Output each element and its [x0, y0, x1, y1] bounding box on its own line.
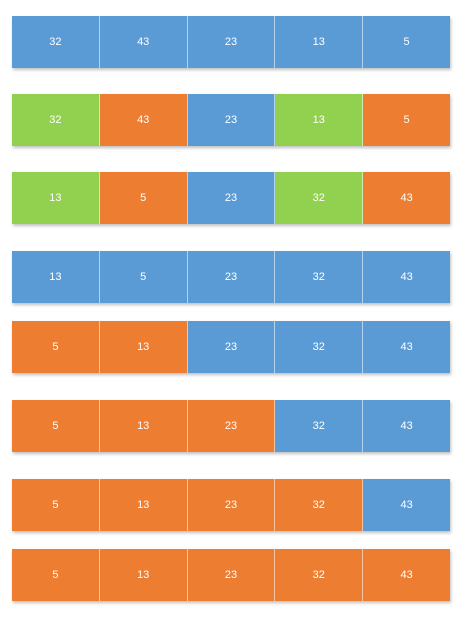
array-cell: 5	[99, 172, 188, 224]
array-cell: 5	[363, 16, 450, 68]
array-cell: 32	[275, 400, 364, 452]
array-row-2: 32 43 23 13 5	[12, 94, 450, 146]
array-cell: 43	[363, 479, 450, 531]
array-cell: 13	[99, 400, 188, 452]
array-cell: 23	[187, 549, 276, 601]
array-cell: 32	[275, 172, 364, 224]
array-cell: 43	[99, 94, 188, 146]
array-row-8: 5 13 23 32 43	[12, 549, 450, 601]
array-row-1: 32 43 23 13 5	[12, 16, 450, 68]
array-row-6: 5 13 23 32 43	[12, 400, 450, 452]
array-cell: 32	[12, 16, 100, 68]
array-cell: 43	[363, 321, 450, 373]
array-cell: 13	[12, 251, 100, 303]
array-cell: 43	[363, 172, 450, 224]
array-cell: 5	[363, 94, 450, 146]
array-cell: 32	[275, 251, 364, 303]
array-cell: 43	[99, 16, 188, 68]
array-cell: 23	[187, 400, 276, 452]
array-cell: 23	[187, 172, 276, 224]
array-cell: 5	[12, 549, 100, 601]
array-cell: 13	[275, 16, 364, 68]
array-cell: 13	[275, 94, 364, 146]
array-cell: 43	[363, 400, 450, 452]
array-cell: 32	[275, 479, 364, 531]
array-row-7: 5 13 23 32 43	[12, 479, 450, 531]
array-cell: 13	[99, 321, 188, 373]
array-cell: 5	[12, 321, 100, 373]
array-cell: 43	[363, 549, 450, 601]
array-cell: 13	[99, 479, 188, 531]
array-cell: 32	[275, 321, 364, 373]
array-cell: 5	[99, 251, 188, 303]
array-cell: 23	[187, 321, 276, 373]
array-row-3: 13 5 23 32 43	[12, 172, 450, 224]
array-cell: 23	[187, 251, 276, 303]
array-cell: 32	[12, 94, 100, 146]
array-cell: 23	[187, 16, 276, 68]
array-cell: 43	[363, 251, 450, 303]
array-cell: 13	[12, 172, 100, 224]
array-cell: 23	[187, 94, 276, 146]
array-cell: 23	[187, 479, 276, 531]
array-cell: 5	[12, 479, 100, 531]
array-cell: 5	[12, 400, 100, 452]
array-cell: 32	[275, 549, 364, 601]
array-row-5: 5 13 23 32 43	[12, 321, 450, 373]
array-row-4: 13 5 23 32 43	[12, 251, 450, 303]
array-cell: 13	[99, 549, 188, 601]
